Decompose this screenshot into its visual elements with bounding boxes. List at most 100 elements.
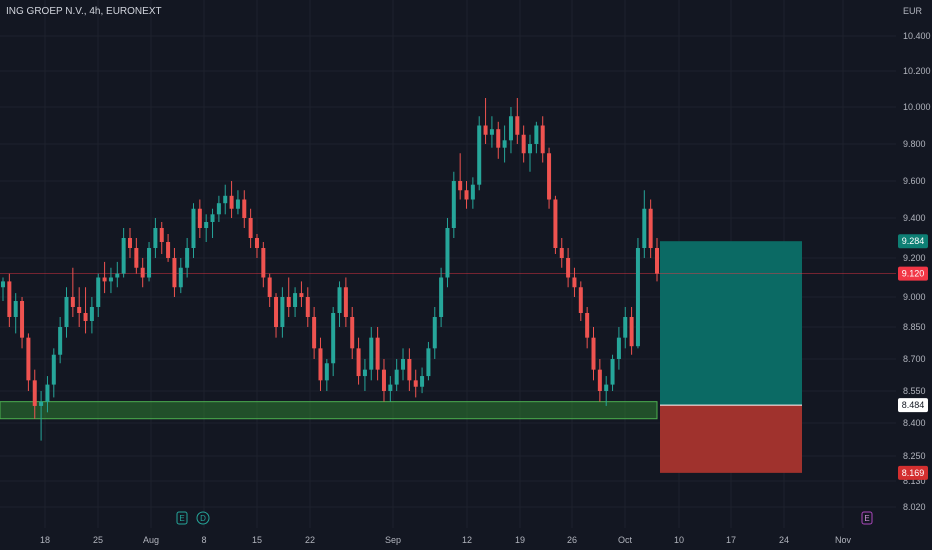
candle-body [648, 208, 653, 248]
price-badge-text: 9.120 [902, 269, 925, 279]
candle-body [515, 116, 520, 135]
y-tick-label: 10.400 [903, 31, 931, 41]
candle-body [483, 125, 488, 135]
candle [597, 359, 602, 402]
candle [489, 116, 494, 148]
candle [293, 287, 298, 317]
event-marker-label: E [179, 514, 184, 523]
candle [401, 348, 406, 381]
candle-body [470, 184, 475, 200]
candle [140, 258, 145, 288]
candle [553, 195, 558, 254]
candle-body [248, 218, 253, 238]
candle [191, 203, 196, 258]
earnings-marker-future[interactable]: E [861, 511, 873, 525]
zones [0, 241, 896, 473]
support-zone[interactable] [0, 401, 658, 420]
candle-body [153, 228, 158, 248]
candle-body [388, 384, 393, 391]
candle-body [528, 144, 533, 154]
event-marker-shape [176, 511, 188, 525]
x-tick-label: 25 [93, 535, 103, 545]
earnings-marker[interactable]: E [176, 511, 188, 525]
y-tick-label: 9.600 [903, 176, 926, 186]
candle [26, 333, 31, 391]
candle [39, 391, 44, 441]
dividend-marker[interactable]: D [196, 511, 210, 525]
current-price-badge: 9.120 [898, 266, 928, 281]
candle-body [381, 369, 386, 391]
x-axis[interactable]: 18 25 Aug 8 15 22 Sep 12 19 26 Oct 10 17 24 Nov [40, 535, 852, 545]
candle-body [451, 181, 456, 228]
stop-zone[interactable] [660, 405, 802, 473]
y-tick-label: 10.200 [903, 66, 931, 76]
x-tick-label: 19 [515, 535, 525, 545]
candle [267, 273, 272, 307]
candle-body [77, 307, 82, 313]
candle-body [394, 369, 399, 385]
candle [229, 181, 234, 218]
candle [420, 367, 425, 394]
price-badge-bg [898, 234, 928, 249]
candle [642, 190, 647, 258]
candle-body [458, 181, 463, 191]
y-tick-label: 10.000 [903, 102, 931, 112]
candle-body [591, 337, 596, 370]
price-badge-bg [898, 398, 928, 413]
candle [223, 184, 228, 215]
candle [432, 307, 437, 359]
candle-body [1, 281, 5, 288]
candle-body [616, 337, 621, 359]
candle [413, 369, 418, 398]
candle-body [496, 129, 501, 148]
candle [534, 121, 539, 154]
candle-body [401, 359, 406, 370]
candle [445, 218, 450, 288]
candle-body [178, 267, 183, 288]
candle-body [210, 214, 215, 222]
x-tick-label: 22 [305, 535, 315, 545]
x-tick-label: Nov [835, 535, 852, 545]
candle [96, 273, 101, 317]
candle-body [445, 228, 450, 278]
candle [254, 234, 259, 258]
candle [20, 297, 25, 349]
candle [235, 190, 240, 215]
candle [610, 354, 615, 391]
y-tick-label: 9.800 [903, 139, 926, 149]
candle [216, 195, 221, 222]
y-tick-label: 9.000 [903, 292, 926, 302]
candle-body [369, 337, 374, 370]
target-zone[interactable] [660, 241, 802, 406]
candle-body [115, 273, 120, 278]
candle [70, 267, 75, 317]
candle [305, 287, 310, 327]
candle-body [134, 248, 139, 268]
event-marker-shape [861, 511, 873, 525]
candle [477, 116, 482, 191]
candle-body [280, 297, 285, 327]
symbol-title[interactable]: ING GROEP N.V., 4h, EURONEXT [6, 6, 162, 17]
candle-body [407, 359, 412, 381]
y-axis[interactable]: EUR 10.400 10.200 10.000 9.800 9.600 9.400 9.20… [903, 6, 931, 512]
candle-body [655, 248, 659, 274]
candle [616, 327, 621, 370]
candle-body [629, 317, 634, 347]
candle-body [64, 297, 69, 327]
candle [166, 234, 171, 262]
candle-body [642, 208, 647, 248]
candle-body [489, 129, 494, 135]
candle [331, 307, 336, 377]
candle [280, 287, 285, 338]
candle-body [229, 195, 234, 209]
x-tick-label: Sep [385, 535, 401, 545]
candle [572, 267, 577, 297]
candle-body [58, 327, 63, 355]
candle-body [293, 293, 298, 307]
candle-body [108, 277, 113, 282]
candle-body [121, 238, 126, 274]
candle-body [185, 248, 190, 268]
candle-body [45, 384, 50, 402]
